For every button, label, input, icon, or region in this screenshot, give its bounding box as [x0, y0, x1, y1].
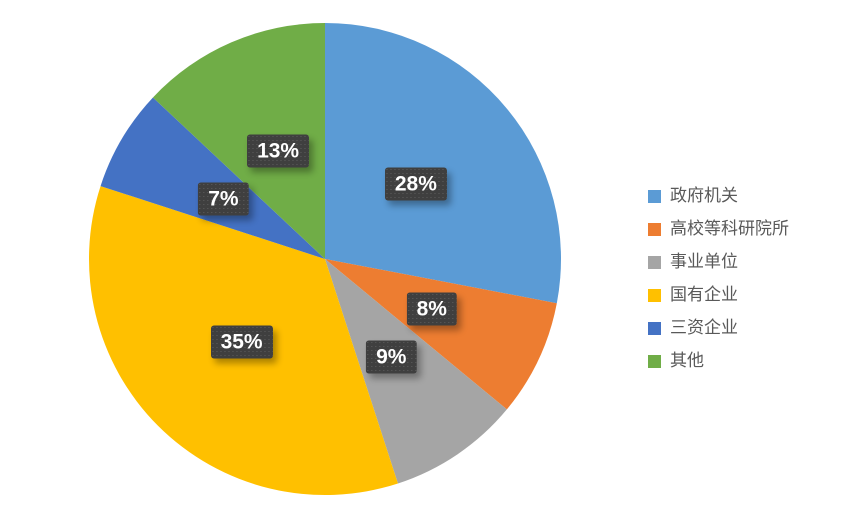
legend-swatch-public-institutions: [648, 255, 661, 269]
legend-swatch-universities-research-institutes: [648, 222, 661, 236]
legend-label-government-agencies: 政府机关: [670, 186, 738, 205]
legend-item-public-institutions: 事业单位: [648, 252, 789, 272]
legend-label-universities-research-institutes: 高校等科研院所: [670, 219, 789, 238]
legend-label-public-institutions: 事业单位: [670, 252, 738, 271]
legend-swatch-state-owned-enterprises: [648, 288, 661, 302]
legend-item-state-owned-enterprises: 国有企业: [648, 285, 789, 305]
pie-slice-other: [152, 23, 325, 259]
legend-item-universities-research-institutes: 高校等科研院所: [648, 219, 789, 239]
legend-item-government-agencies: 政府机关: [648, 186, 789, 206]
legend-swatch-foreign-invested-enterprises: [648, 321, 661, 335]
legend-item-other: 其他: [648, 351, 789, 371]
legend-swatch-other: [648, 354, 661, 368]
legend-label-foreign-invested-enterprises: 三资企业: [670, 318, 738, 337]
legend-item-foreign-invested-enterprises: 三资企业: [648, 318, 789, 338]
pie-slice-government-agencies: [325, 23, 561, 304]
legend-label-other: 其他: [670, 351, 704, 370]
chart-legend: 政府机关高校等科研院所 事业单位国有企业三资企业其他: [648, 186, 789, 371]
legend-swatch-government-agencies: [648, 189, 661, 203]
pie-slice-universities-research-institutes: [325, 259, 557, 410]
legend-label-state-owned-enterprises: 国有企业: [670, 285, 738, 304]
pie-slice-foreign-invested-enterprises: [100, 97, 325, 259]
